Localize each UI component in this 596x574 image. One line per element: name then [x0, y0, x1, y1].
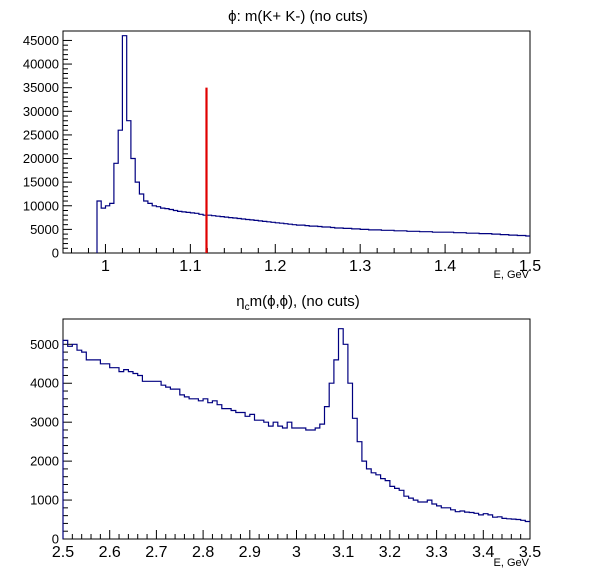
- y-tick-label: 2000: [30, 454, 59, 469]
- phi-mass-histogram: [96, 35, 530, 253]
- y-tick-label: 5000: [30, 222, 59, 237]
- x-tick-label: 3.4: [472, 544, 494, 561]
- x-tick-label: 2.9: [239, 544, 261, 561]
- y-tick-label: 0: [52, 246, 59, 261]
- y-tick-label: 30000: [23, 104, 59, 119]
- etac-mass-y-axis: 0 1000 2000 3000 4000 5000: [30, 337, 72, 547]
- phi-mass-x-axis-label: E, GeV: [494, 269, 530, 281]
- etac-mass-title: ηcm(ϕ,ϕ), (no cuts): [236, 293, 360, 313]
- y-tick-label: 25000: [23, 127, 59, 142]
- y-tick-label: 40000: [23, 57, 59, 72]
- x-tick-label: 2.8: [192, 544, 214, 561]
- phi-mass-plot-frame: [62, 30, 531, 254]
- x-tick-label: 1: [101, 258, 110, 275]
- x-tick-label: 3.1: [332, 544, 354, 561]
- x-tick-label: 3.2: [379, 544, 401, 561]
- etac-mass-plot-frame: [62, 318, 531, 540]
- x-tick-label: 3: [292, 544, 301, 561]
- x-tick-label: 3.3: [425, 544, 447, 561]
- y-tick-label: 0: [52, 532, 59, 547]
- etac-mass-x-axis-label: E, GeV: [494, 557, 530, 569]
- x-tick-label: 1.5: [519, 258, 541, 275]
- y-tick-label: 45000: [23, 33, 59, 48]
- y-tick-label: 15000: [23, 175, 59, 190]
- x-tick-label: 2.7: [145, 544, 167, 561]
- y-tick-label: 20000: [23, 151, 59, 166]
- y-tick-label: 35000: [23, 80, 59, 95]
- y-tick-label: 1000: [30, 493, 59, 508]
- phi-mass-y-axis: 0 5000 10000 15000 20000 25000 30000 35000 40000…: [23, 33, 72, 261]
- x-tick-label: 3.5: [519, 544, 541, 561]
- x-tick-label: 2.5: [52, 544, 74, 561]
- x-tick-label: 1.1: [179, 258, 201, 275]
- x-tick-label: 2.6: [99, 544, 121, 561]
- x-tick-label: 1.2: [264, 258, 286, 275]
- etac-mass-panel: ηcm(ϕ,ϕ), (no cuts) 0 1000 2000 3000 4000 500…: [30, 293, 541, 569]
- etac-mass-histogram: [62, 328, 530, 539]
- etac-mass-x-axis: 2.5 2.6 2.7 2.8 2.9 3 3.1 3.2 3.3 3.4 3.5: [52, 530, 541, 561]
- x-tick-label: 1.4: [434, 258, 456, 275]
- y-tick-label: 5000: [30, 337, 59, 352]
- phi-mass-panel: ϕ: m(K+ K-) (no cuts) 0 5000 10000 15000 200…: [23, 8, 541, 281]
- x-tick-label: 1.3: [349, 258, 371, 275]
- y-tick-label: 4000: [30, 376, 59, 391]
- y-tick-label: 10000: [23, 198, 59, 213]
- phi-mass-x-axis: 1 1.1 1.2 1.3 1.4 1.5: [70, 244, 541, 275]
- phi-mass-title: ϕ: m(K+ K-) (no cuts): [228, 8, 368, 25]
- y-tick-label: 3000: [30, 415, 59, 430]
